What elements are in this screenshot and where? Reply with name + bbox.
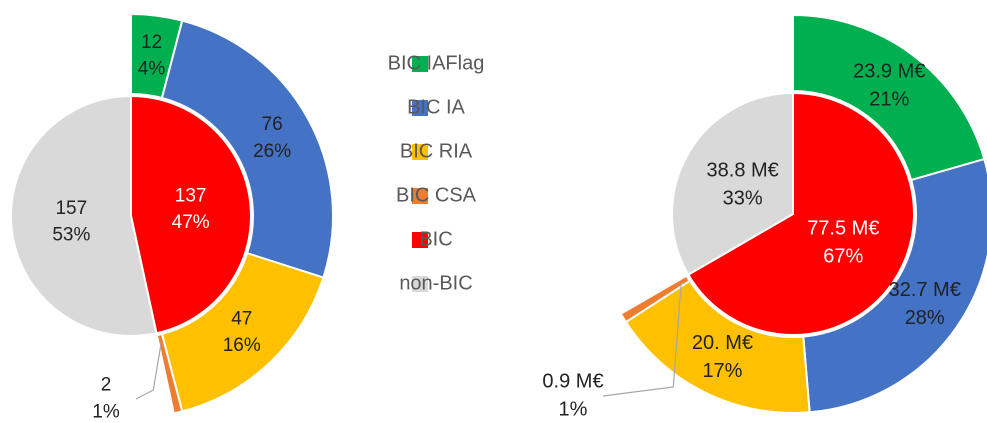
inner-slice [686, 91, 915, 336]
outer-slice [619, 274, 692, 324]
value-label: 76 [262, 114, 283, 135]
value-label: 12 [141, 32, 162, 53]
value-label: 137 [175, 185, 207, 206]
share-label: 16% [223, 335, 261, 356]
legend-label: BIC CSA [396, 184, 477, 206]
outer-slice [802, 157, 987, 414]
outer-slice [160, 19, 334, 279]
value-label: 23.9 M€ [853, 60, 925, 82]
share-label: 1% [92, 401, 120, 422]
share-label: 21% [869, 88, 909, 110]
leader-line [602, 282, 682, 397]
value-label: 20. M€ [692, 332, 753, 354]
outer-slice [155, 332, 184, 415]
legend-label: BIC RIA [400, 140, 473, 162]
legend-swatch [412, 144, 428, 160]
legend-swatch [412, 100, 428, 116]
legend-label: BIC IA [407, 96, 465, 118]
legend-swatch [412, 188, 428, 204]
value-label: 157 [55, 198, 87, 219]
legend-swatch [412, 276, 428, 292]
share-label: 1% [559, 398, 588, 420]
share-label: 26% [253, 141, 291, 162]
value-label: 32.7 M€ [889, 279, 961, 301]
inner-slice [671, 91, 794, 277]
leader-line [135, 342, 162, 400]
inner-slice [10, 94, 158, 337]
legend-swatch [412, 56, 428, 72]
legend-label: non-BIC [399, 272, 472, 294]
value-label: 77.5 M€ [807, 217, 879, 239]
share-label: 4% [138, 59, 166, 80]
legend-swatch [412, 232, 428, 248]
legend-label: BIC IAFlag [388, 52, 485, 74]
value-label: 2 [101, 375, 112, 396]
share-label: 53% [52, 225, 90, 246]
share-label: 33% [723, 187, 763, 209]
inner-slice [130, 94, 252, 335]
value-label: 0.9 M€ [542, 370, 603, 392]
value-label: 38.8 M€ [707, 159, 779, 181]
value-label: 47 [231, 309, 252, 330]
share-label: 67% [823, 245, 863, 267]
share-label: 28% [905, 307, 945, 329]
share-label: 47% [172, 212, 210, 233]
share-label: 17% [702, 360, 742, 382]
legend-label: BIC [419, 228, 452, 250]
